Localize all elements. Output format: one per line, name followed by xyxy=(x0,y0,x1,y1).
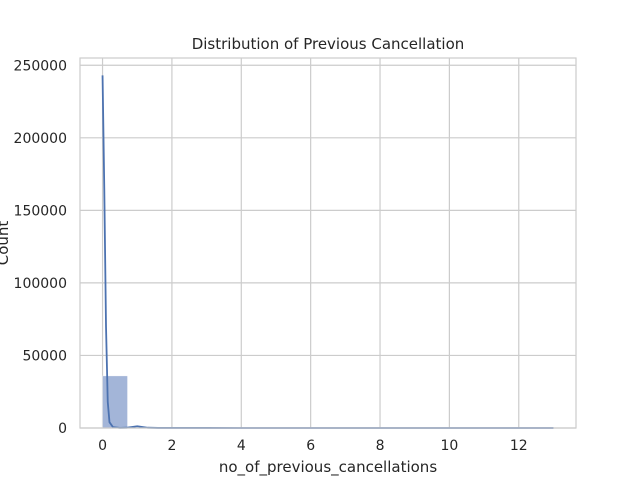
histogram-bar xyxy=(102,375,128,429)
chart-title: Distribution of Previous Cancellation xyxy=(192,35,465,53)
x-tick-label: 6 xyxy=(306,438,315,454)
x-tick-label: 4 xyxy=(237,438,246,454)
y-axis-label: Count xyxy=(0,221,12,266)
x-tick-label: 8 xyxy=(376,438,385,454)
y-tick-label: 50000 xyxy=(22,348,67,364)
x-tick-label: 2 xyxy=(167,438,176,454)
plot-frame xyxy=(79,57,577,429)
y-tick-label: 250000 xyxy=(14,58,67,74)
x-tick-label: 10 xyxy=(440,438,458,454)
x-tick-labels: 0 2 4 6 8 10 12 xyxy=(98,438,528,454)
y-tick-labels: 0 50000 100000 150000 200000 250000 xyxy=(14,58,67,437)
y-tick-label: 150000 xyxy=(14,203,67,219)
x-tick-label: 0 xyxy=(98,438,107,454)
y-tick-label: 100000 xyxy=(14,276,67,292)
x-axis-label: no_of_previous_cancellations xyxy=(219,458,437,477)
y-tick-label: 200000 xyxy=(14,131,67,147)
plot-area xyxy=(80,58,576,428)
x-tick-label: 12 xyxy=(510,438,528,454)
y-tick-label: 0 xyxy=(58,421,67,437)
